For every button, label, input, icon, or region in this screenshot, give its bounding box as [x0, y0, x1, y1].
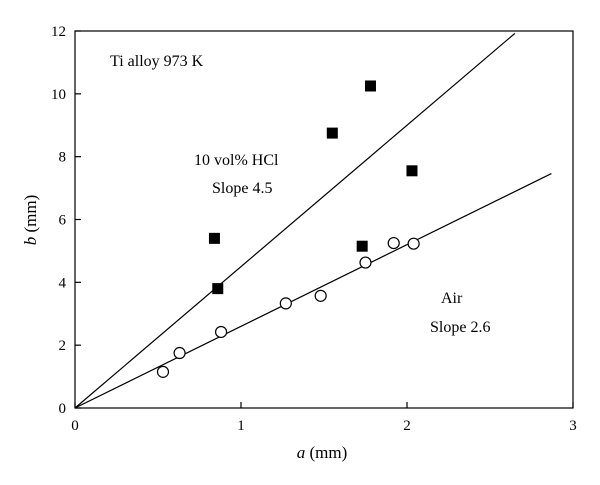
x-tick-label-2: 2 [403, 418, 411, 434]
y-tick-label-4: 8 [59, 150, 67, 166]
y-tick-label-5: 10 [51, 87, 66, 103]
circle-point-3 [279, 297, 292, 310]
fit-line-0 [74, 32, 516, 409]
fit-lines [74, 32, 552, 409]
circle-point-2 [214, 325, 228, 339]
circle-point-7 [407, 237, 420, 250]
axis-ticks [74, 30, 574, 409]
y-tick-label-1: 2 [59, 338, 67, 354]
circle-point-5 [359, 256, 372, 269]
x-axis-label: a (mm) [297, 443, 348, 462]
y-tick-label-2: 4 [59, 275, 67, 291]
fit-line-1 [74, 173, 552, 409]
square-point-1 [212, 283, 224, 295]
square-point-3 [356, 240, 368, 252]
square-point-5 [406, 165, 418, 177]
annotation-hcl-label: 10 vol% HCl [194, 152, 279, 169]
annotation-air-slope: Slope 2.6 [430, 319, 490, 336]
circle-point-0 [156, 365, 170, 378]
annotation-hcl-slope: Slope 4.5 [212, 180, 272, 197]
data-points [156, 80, 420, 378]
x-tick-label-1: 1 [237, 418, 245, 434]
y-tick-label-0: 0 [59, 401, 67, 417]
square-point-2 [326, 127, 338, 139]
y-axis-label: b (mm) [21, 195, 40, 246]
square-point-4 [364, 80, 376, 92]
circle-point-1 [173, 346, 186, 360]
x-tick-label-3: 3 [569, 418, 577, 434]
annotation-air-label: Air [441, 290, 463, 307]
plot-frame [74, 30, 574, 409]
y-tick-label-3: 6 [59, 213, 67, 229]
circle-point-4 [314, 289, 327, 302]
square-point-0 [208, 232, 220, 244]
x-tick-label-0: 0 [71, 418, 79, 434]
annotation-title-note: Ti alloy 973 K [110, 53, 204, 70]
y-tick-label-6: 12 [51, 24, 66, 40]
circle-point-6 [387, 236, 400, 250]
